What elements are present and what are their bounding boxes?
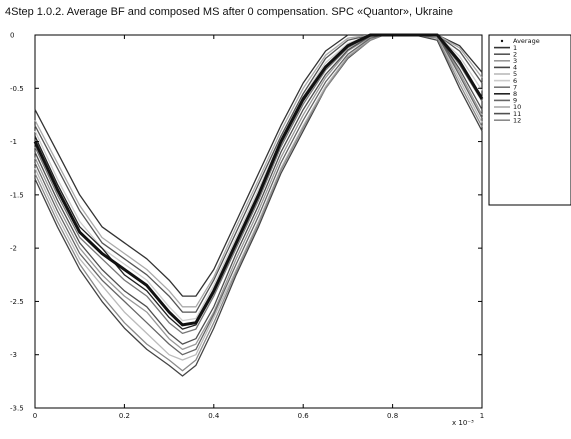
- legend-label: 8: [513, 90, 517, 98]
- chart-title: 4Step 1.0.2. Average BF and composed MS …: [5, 6, 453, 18]
- x-tick-label: 0.4: [208, 412, 220, 420]
- legend-label: 5: [513, 70, 517, 78]
- ticks-layer: 0 0.2 0.4 0.6 0.8 1 0 -0.5 -1 -1.5 -2 -2.5 -3 -3.5: [10, 32, 484, 421]
- legend-label: 9: [513, 97, 517, 105]
- y-tick-label: 0: [10, 32, 14, 40]
- y-tick-label: -2.5: [10, 298, 24, 306]
- y-tick-label: -2: [10, 245, 17, 253]
- y-tick-label: -3.5: [10, 405, 24, 413]
- legend-marker-average: [500, 39, 504, 43]
- legend-label: 11: [513, 110, 521, 118]
- legend-label: 7: [513, 83, 517, 91]
- x-tick-label: 0.6: [298, 412, 310, 420]
- legend-label: 2: [513, 50, 517, 58]
- x-tick-label: 0.8: [387, 412, 398, 420]
- y-tick-label: -1.5: [10, 191, 24, 199]
- y-tick-label: -3: [10, 351, 17, 359]
- legend-label: 1: [513, 44, 517, 52]
- legend-label: Average: [513, 37, 540, 45]
- legend-label: 6: [513, 77, 517, 85]
- series-line-average: [33, 33, 484, 327]
- legend-label: 10: [513, 103, 521, 111]
- legend-label: 4: [513, 64, 517, 72]
- x-scale-label: x 10⁻³: [452, 419, 474, 427]
- y-tick-label: -1: [10, 138, 17, 146]
- legend-label: 12: [513, 116, 521, 124]
- legend-label: 3: [513, 57, 517, 65]
- y-tick-label: -0.5: [10, 85, 24, 93]
- series-layer: [33, 33, 484, 377]
- x-tick-label: 1: [480, 412, 484, 420]
- x-tick-label: 0.2: [119, 412, 130, 420]
- x-tick-label: 0: [33, 412, 37, 420]
